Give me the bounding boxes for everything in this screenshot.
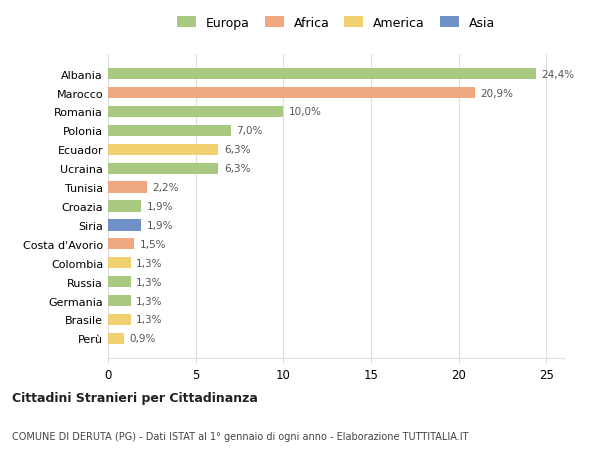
Text: 1,3%: 1,3% — [136, 296, 163, 306]
Text: 1,3%: 1,3% — [136, 277, 163, 287]
Bar — [108, 88, 475, 99]
Text: 7,0%: 7,0% — [236, 126, 262, 136]
Text: 6,3%: 6,3% — [224, 164, 250, 174]
Bar — [108, 125, 231, 137]
Bar — [108, 276, 131, 288]
Text: COMUNE DI DERUTA (PG) - Dati ISTAT al 1° gennaio di ogni anno - Elaborazione TUT: COMUNE DI DERUTA (PG) - Dati ISTAT al 1°… — [12, 431, 469, 441]
Bar — [108, 295, 131, 307]
Bar — [108, 314, 131, 325]
Text: 2,2%: 2,2% — [152, 183, 178, 193]
Text: 20,9%: 20,9% — [480, 89, 513, 98]
Legend: Europa, Africa, America, Asia: Europa, Africa, America, Asia — [173, 13, 499, 34]
Text: 6,3%: 6,3% — [224, 145, 250, 155]
Text: 1,5%: 1,5% — [140, 239, 166, 249]
Text: 24,4%: 24,4% — [541, 69, 574, 79]
Bar — [108, 163, 218, 174]
Bar — [108, 144, 218, 156]
Bar — [108, 239, 134, 250]
Text: 1,3%: 1,3% — [136, 258, 163, 268]
Text: 1,9%: 1,9% — [146, 220, 173, 230]
Text: 10,0%: 10,0% — [289, 107, 322, 117]
Bar — [108, 69, 536, 80]
Bar — [108, 201, 142, 212]
Text: 1,9%: 1,9% — [146, 202, 173, 212]
Bar — [108, 182, 146, 193]
Text: 0,9%: 0,9% — [129, 334, 155, 344]
Bar — [108, 333, 124, 344]
Bar — [108, 106, 283, 118]
Bar — [108, 257, 131, 269]
Text: Cittadini Stranieri per Cittadinanza: Cittadini Stranieri per Cittadinanza — [12, 391, 258, 404]
Bar — [108, 220, 142, 231]
Text: 1,3%: 1,3% — [136, 315, 163, 325]
